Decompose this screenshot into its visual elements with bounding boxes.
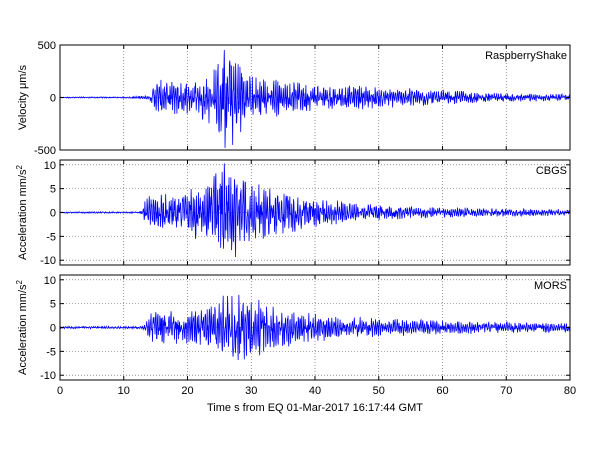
y-tick-label: 5 xyxy=(50,184,56,196)
x-tick-label: 60 xyxy=(436,385,448,397)
y-tick-label: -10 xyxy=(40,370,56,382)
x-tick-label: 20 xyxy=(181,385,193,397)
y-axis-title-superscript: 2 xyxy=(15,164,24,169)
y-tick-label: 10 xyxy=(44,275,56,287)
y-tick-label: -5 xyxy=(46,231,56,243)
panel-bottom: -10 -5 0 5 10 0 10 20 30 40 50 60 70 80 MORS Accelerati… xyxy=(15,274,576,397)
station-label: MORS xyxy=(534,280,567,292)
x-tick-label: 10 xyxy=(118,385,130,397)
y-tick-label: 5 xyxy=(50,299,56,311)
x-axis-title: Time s from EQ 01-Mar-2017 16:17:44 GMT xyxy=(207,402,423,414)
y-tick-label: 10 xyxy=(44,160,56,172)
trace-top xyxy=(59,49,571,148)
station-label: CBGS xyxy=(536,165,567,177)
x-tick-label: 80 xyxy=(564,385,576,397)
y-tick-label: 0 xyxy=(50,93,56,105)
station-label: RaspberryShake xyxy=(485,50,567,62)
y-tick-label: 0 xyxy=(50,323,56,335)
trace-bottom xyxy=(59,294,571,361)
y-tick-label: 0 xyxy=(50,208,56,220)
y-tick-label: -10 xyxy=(40,255,56,267)
y-axis-title: Velocity μm/s xyxy=(17,64,29,130)
y-tick-label: -500 xyxy=(34,145,56,157)
y-axis-title-superscript: 2 xyxy=(15,279,24,284)
x-tick-label: 70 xyxy=(500,385,512,397)
x-tick-label: 50 xyxy=(373,385,385,397)
y-tick-label: 500 xyxy=(38,40,56,52)
x-tick-label: 30 xyxy=(245,385,257,397)
panel-top: -500 0 500 RaspberryShake Velocity μm/s xyxy=(17,40,571,157)
y-tick-label: -5 xyxy=(46,346,56,358)
x-tick-label: 0 xyxy=(57,385,63,397)
trace-middle xyxy=(59,163,571,257)
y-axis-title: Acceleration mm/s2 xyxy=(15,164,29,259)
panel-middle: -10 -5 0 5 10 CBGS Acceleration mm/s2 xyxy=(15,159,571,267)
y-axis-title: Acceleration mm/s2 xyxy=(15,279,29,374)
x-tick-label: 40 xyxy=(309,385,321,397)
